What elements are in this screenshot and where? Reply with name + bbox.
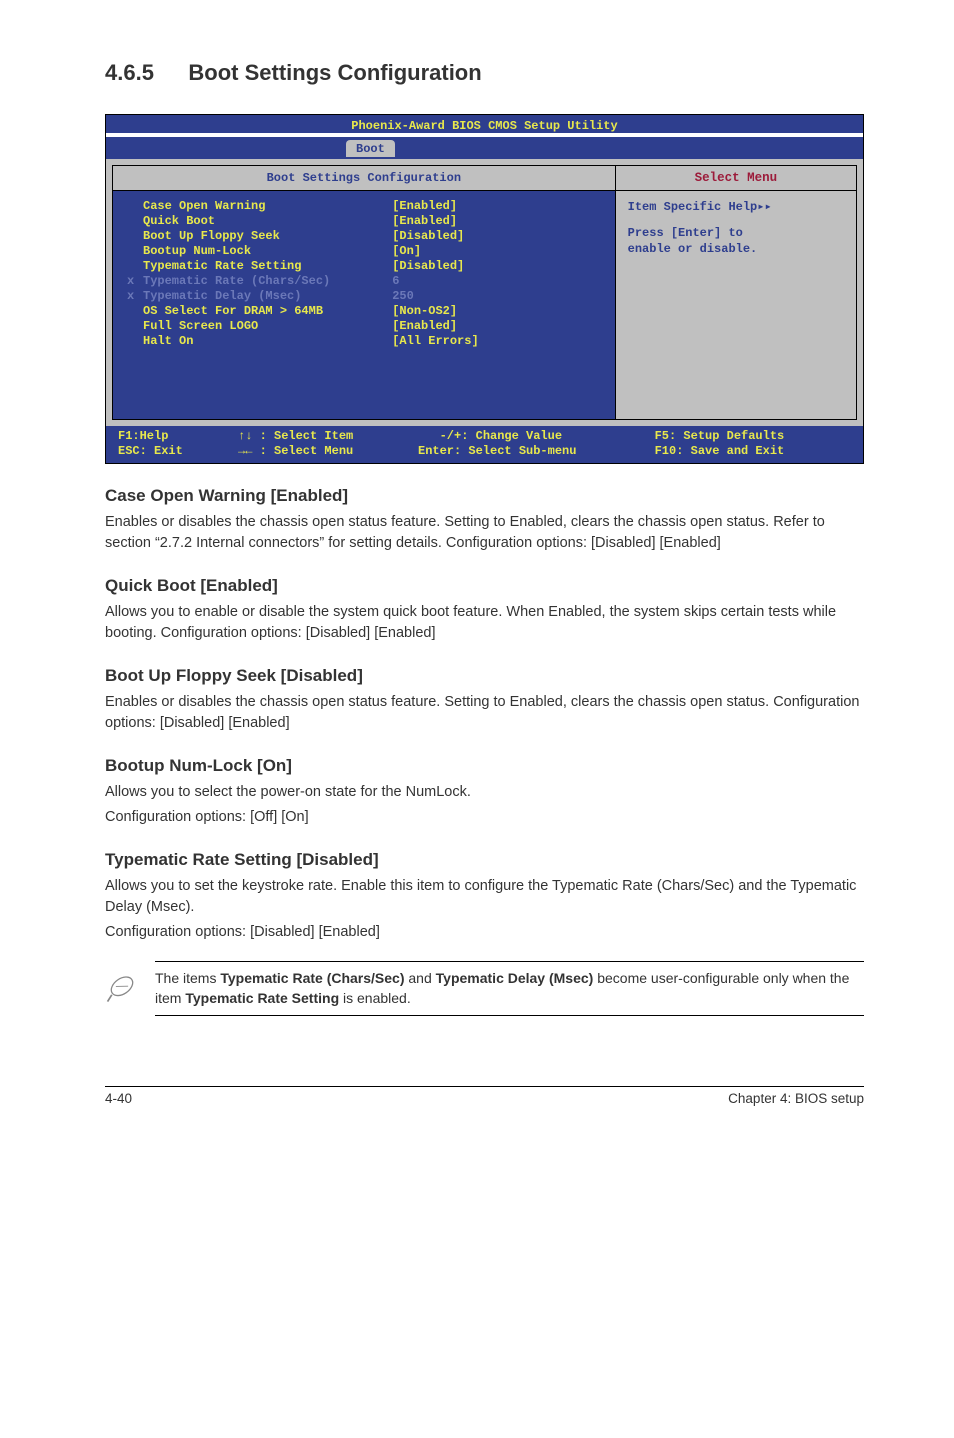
body-paragraph: Enables or disables the chassis open sta… (105, 692, 864, 734)
bios-footer: F1:HelpESC: Exit ↑↓ : Select Item→← : Se… (106, 426, 863, 463)
bios-config-row[interactable]: Full Screen LOGO [Enabled] (127, 319, 601, 334)
row-value: 6 (392, 274, 399, 289)
help-line: enable or disable. (628, 241, 844, 257)
section-heading: 4.6.5 Boot Settings Configuration (105, 60, 864, 86)
body-paragraph: Allows you to select the power-on state … (105, 782, 864, 803)
page-footer: 4-40 Chapter 4: BIOS setup (105, 1086, 864, 1106)
row-label: Typematic Rate (Chars/Sec) (143, 274, 330, 288)
row-prefix: x (127, 274, 143, 289)
doc-body: Case Open Warning [Enabled] Enables or di… (105, 486, 864, 943)
row-value: [Disabled] (392, 259, 464, 274)
help-line: Item Specific Help▸▸ (628, 199, 844, 215)
bios-left-header: Boot Settings Configuration (113, 166, 615, 191)
bios-config-row[interactable]: Bootup Num-Lock [On] (127, 244, 601, 259)
page-number: 4-40 (105, 1091, 132, 1106)
row-label: OS Select For DRAM > 64MB (143, 304, 323, 318)
help-line: Press [Enter] to (628, 225, 844, 241)
section-number: 4.6.5 (105, 60, 154, 86)
bios-config-row: xTypematic Rate (Chars/Sec) 6 (127, 274, 601, 289)
subsection-title: Case Open Warning [Enabled] (105, 486, 864, 506)
row-label: Bootup Num-Lock (143, 244, 251, 258)
row-prefix: x (127, 289, 143, 304)
bios-tab-boot[interactable]: Boot (346, 140, 395, 157)
row-value: [On] (392, 244, 421, 259)
subsection-title: Boot Up Floppy Seek [Disabled] (105, 666, 864, 686)
bios-config-row[interactable]: Quick Boot [Enabled] (127, 214, 601, 229)
row-label: Boot Up Floppy Seek (143, 229, 280, 243)
row-value: [Enabled] (392, 199, 457, 214)
bios-title: Phoenix-Award BIOS CMOS Setup Utility (106, 115, 863, 133)
bios-config-list: Case Open Warning [Enabled] Quick Boot [Ena… (113, 191, 615, 419)
row-label: Full Screen LOGO (143, 319, 258, 333)
bios-config-row: xTypematic Delay (Msec) 250 (127, 289, 601, 304)
bios-right-panel: Select Menu Item Specific Help▸▸ Press [… (615, 165, 857, 420)
bios-config-row[interactable]: Boot Up Floppy Seek [Disabled] (127, 229, 601, 244)
row-value: [Enabled] (392, 214, 457, 229)
bios-tab-bar: Boot (106, 137, 863, 159)
row-label: Halt On (143, 334, 193, 348)
row-label: Typematic Delay (Msec) (143, 289, 301, 303)
note-icon (105, 961, 155, 1010)
row-label: Case Open Warning (143, 199, 265, 213)
subsection-title: Bootup Num-Lock [On] (105, 756, 864, 776)
subsection-title: Typematic Rate Setting [Disabled] (105, 850, 864, 870)
bios-config-row[interactable]: Typematic Rate Setting [Disabled] (127, 259, 601, 274)
chevron-right-icon: ▸▸ (757, 200, 771, 214)
row-value: 250 (392, 289, 414, 304)
chapter-label: Chapter 4: BIOS setup (728, 1091, 864, 1106)
row-value: [Disabled] (392, 229, 464, 244)
body-paragraph: Allows you to enable or disable the syst… (105, 602, 864, 644)
bios-config-row[interactable]: Halt On [All Errors] (127, 334, 601, 349)
note-block: The items Typematic Rate (Chars/Sec) and… (105, 961, 864, 1016)
row-label: Typematic Rate Setting (143, 259, 301, 273)
section-title: Boot Settings Configuration (188, 60, 481, 86)
body-paragraph: Enables or disables the chassis open sta… (105, 512, 864, 554)
bios-left-panel: Boot Settings Configuration Case Open Wa… (112, 165, 615, 420)
row-value: [Non-OS2] (392, 304, 457, 319)
bios-config-row[interactable]: OS Select For DRAM > 64MB [Non-OS2] (127, 304, 601, 319)
subsection-title: Quick Boot [Enabled] (105, 576, 864, 596)
note-text: The items Typematic Rate (Chars/Sec) and… (155, 961, 864, 1016)
bios-config-row[interactable]: Case Open Warning [Enabled] (127, 199, 601, 214)
row-label: Quick Boot (143, 214, 215, 228)
body-paragraph: Allows you to set the keystroke rate. En… (105, 876, 864, 918)
bios-right-header: Select Menu (616, 166, 856, 191)
row-value: [All Errors] (392, 334, 478, 349)
bios-screenshot: Phoenix-Award BIOS CMOS Setup Utility Bo… (105, 114, 864, 464)
body-paragraph: Configuration options: [Off] [On] (105, 807, 864, 828)
body-paragraph: Configuration options: [Disabled] [Enabl… (105, 922, 864, 943)
row-value: [Enabled] (392, 319, 457, 334)
